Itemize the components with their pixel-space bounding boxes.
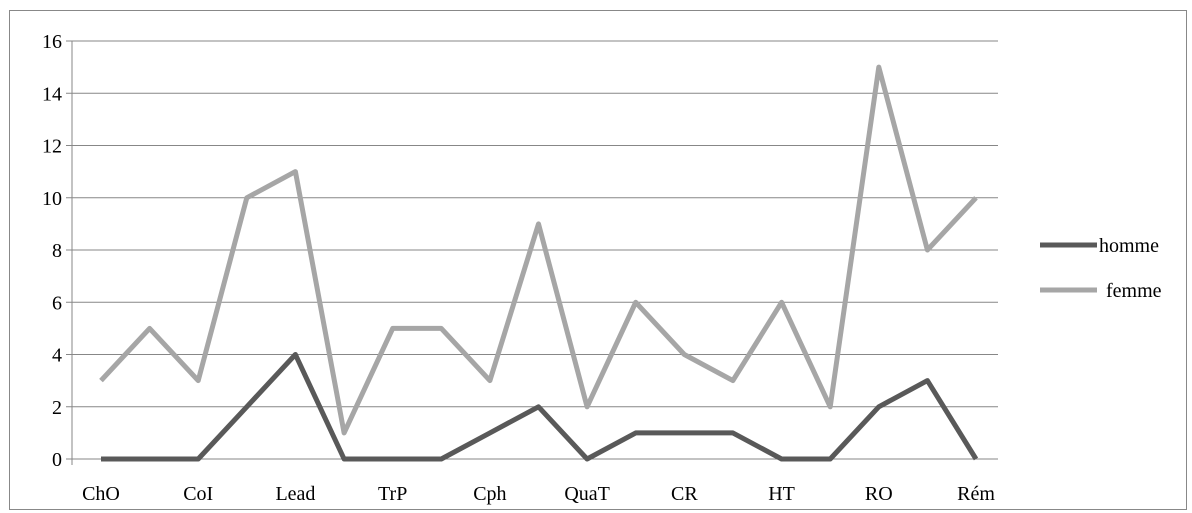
x-tick-label: HT [768, 483, 795, 505]
y-tick-label: 16 [42, 31, 62, 53]
y-tick-label: 12 [42, 136, 62, 158]
y-tick-label: 8 [52, 240, 62, 262]
legend: homme femme [1040, 235, 1162, 302]
x-axis-tick-labels: ChO CoI Lead TrP Cph QuaT CR HT RO Rém [82, 483, 995, 505]
x-tick-label: Rém [957, 483, 995, 505]
y-tick-label: 2 [52, 397, 62, 419]
y-tick-label: 14 [42, 83, 62, 105]
x-tick-label: CR [671, 483, 698, 505]
x-tick-label: Lead [275, 483, 315, 505]
series-line-femme [99, 64, 978, 436]
x-tick-label: QuaT [564, 483, 610, 505]
x-tick-label: RO [865, 483, 893, 505]
legend-label-homme: homme [1099, 235, 1159, 257]
y-tick-label: 0 [52, 449, 62, 471]
x-tick-label: Cph [473, 483, 506, 505]
legend-label-femme: femme [1106, 280, 1162, 302]
y-tick-label: 6 [52, 292, 62, 314]
series-lines [99, 64, 979, 462]
y-tick-label: 4 [52, 345, 62, 367]
series-line-homme [101, 352, 979, 462]
x-tick-label: ChO [82, 483, 120, 505]
y-tick-label: 10 [42, 188, 62, 210]
y-axis-tick-labels: 0 2 4 6 8 10 12 14 16 [42, 31, 62, 471]
x-tick-label: TrP [378, 483, 407, 505]
x-tick-label: CoI [183, 483, 213, 505]
